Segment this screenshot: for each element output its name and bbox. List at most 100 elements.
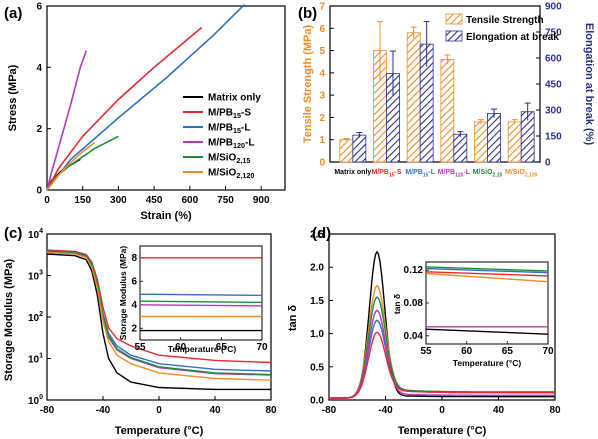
y-tick-label: 1 [319, 135, 325, 146]
tensile-bar [440, 59, 455, 163]
inset-y-tick-label: 2 [131, 323, 137, 334]
x-tick-label: -80 [40, 405, 55, 416]
panel-b-legend: Tensile Strength Elongation at break [445, 13, 559, 43]
category-label: M/PB15-L [405, 169, 435, 179]
inset-x-tick-label: 65 [502, 346, 514, 357]
inset-series-line [425, 267, 549, 274]
tensile-bar [339, 139, 354, 163]
panel-a-y-title: Stress (MPa) [7, 64, 19, 131]
x-tick-label: 0 [44, 195, 50, 206]
legend-label: M/PB15-L [208, 123, 250, 136]
x-tick-label: -80 [322, 405, 337, 416]
series-line [46, 249, 272, 364]
y2-tick-label: 900 [545, 2, 562, 13]
legend-swatch-tensile [445, 13, 463, 25]
y-tick-label: 100 [28, 394, 43, 407]
x-tick-label: 150 [74, 195, 91, 206]
legend-label: M/PB15-S [208, 108, 251, 121]
legend-label: M/SiO2,15 [208, 153, 250, 166]
panel-label-d: (d) [312, 225, 331, 242]
legend-label-tensile: Tensile Strength [466, 15, 544, 26]
tensile-bar [474, 121, 488, 163]
x-tick-label: -40 [96, 405, 111, 416]
panel-c-y-title: Storage Modulus (MPa) [3, 259, 15, 382]
inset-y-tick-label: 0.12 [404, 265, 424, 276]
panel-a-x-title: Strain (%) [140, 210, 192, 222]
inset-series-line [139, 293, 263, 297]
y2-tick-label: 0 [545, 158, 551, 169]
x-tick-label: -40 [378, 405, 393, 416]
inset-x-tick-label: 70 [256, 342, 268, 353]
x-tick-label: 0 [156, 405, 162, 416]
inset-x-tick-label: 65 [216, 342, 228, 353]
series-line [46, 50, 88, 191]
panel-label-a: (a) [4, 5, 22, 22]
y2-tick-label: 150 [545, 132, 562, 143]
x-tick-label: 40 [209, 405, 221, 416]
y-tick-label: 101 [28, 353, 43, 366]
series-line [329, 331, 555, 399]
series-line [329, 250, 555, 399]
panel-d-tan-delta: -80 -40 0 40 80 0.0 0.5 1.0 1.5 2.0 2.5 55 60 65 70 0.… [287, 230, 561, 438]
y-tick-label: 102 [28, 311, 43, 324]
x-tick-label: 600 [181, 195, 198, 206]
inset-x-tick-label: 55 [420, 346, 432, 357]
panel-label-c: (c) [4, 225, 22, 242]
y-tick-label: 4 [36, 63, 42, 74]
inset-series-line [425, 266, 549, 272]
inset-series-line [139, 304, 263, 307]
inset-x-tick-label: 60 [461, 346, 473, 357]
inset-y-tick-label: 0.04 [404, 331, 424, 342]
y-tick-label: 5 [319, 46, 325, 57]
y-tick-label: 103 [28, 270, 43, 283]
y-tick-label: 2 [319, 113, 325, 124]
legend-label: M/SiO2,120 [208, 168, 254, 181]
panel-label-b: (b) [298, 5, 317, 22]
y-tick-label: 0 [36, 186, 42, 197]
panel-a-frame [46, 5, 286, 191]
series-line [46, 253, 271, 391]
x-tick-label: 750 [217, 195, 234, 206]
category-label: M/PB15-S [371, 169, 401, 179]
y-tick-label: 3 [319, 91, 325, 102]
panel-c-inset-x-title: Temperature (°C) [168, 344, 237, 354]
panel-c-inset: 55 60 65 70 2 4 6 8 Temperature (°C) Storage Mo… [118, 245, 268, 354]
inset-series-line [425, 328, 549, 335]
y-tick-label: 0.5 [310, 362, 324, 373]
y-tick-label: 1.5 [310, 296, 324, 307]
x-tick-label: 80 [549, 405, 561, 416]
x-tick-label: 300 [110, 195, 127, 206]
series-line [329, 309, 555, 399]
inset-y-tick-label: 4 [131, 300, 137, 311]
y-tick-label: 7 [319, 2, 325, 13]
panel-d-x-title: Temperature (°C) [398, 425, 487, 437]
y-tick-label: 2.5 [310, 230, 324, 241]
inset-x-tick-label: 60 [175, 342, 187, 353]
y-tick-label: 6 [36, 2, 42, 13]
y-tick-label: 0.0 [310, 396, 324, 407]
panel-d-inset-y-title: tan δ [392, 294, 402, 314]
inset-y-tick-label: 8 [131, 253, 137, 264]
inset-y-tick-label: 6 [131, 276, 137, 287]
y2-tick-label: 750 [545, 28, 562, 39]
y-tick-label: 2.0 [310, 263, 324, 274]
tensile-bar [406, 32, 421, 163]
y-tick-label: 104 [28, 228, 43, 241]
y2-tick-label: 600 [545, 54, 562, 65]
elongation-bar [453, 133, 468, 163]
y-tick-label: 0 [319, 158, 325, 169]
tensile-bar [507, 121, 522, 163]
panel-d-inset: 55 60 65 70 0.04 0.08 0.12 Temperature (°C) ta… [392, 261, 554, 368]
category-label: Matrix only [334, 169, 371, 176]
y2-tick-label: 450 [545, 80, 562, 91]
category-label: M/PB120-L [438, 169, 471, 179]
panel-b-y-title: Tensile Strength (MPa) [302, 24, 314, 143]
y-tick-label: 6 [319, 24, 325, 35]
panel-d-y-title: tan δ [287, 305, 299, 332]
y2-tick-label: 300 [545, 106, 562, 117]
panel-c-x-title: Temperature (°C) [115, 425, 204, 437]
inset-series-line [425, 272, 549, 283]
panel-d-inset-x-title: Temperature (°C) [453, 358, 522, 368]
